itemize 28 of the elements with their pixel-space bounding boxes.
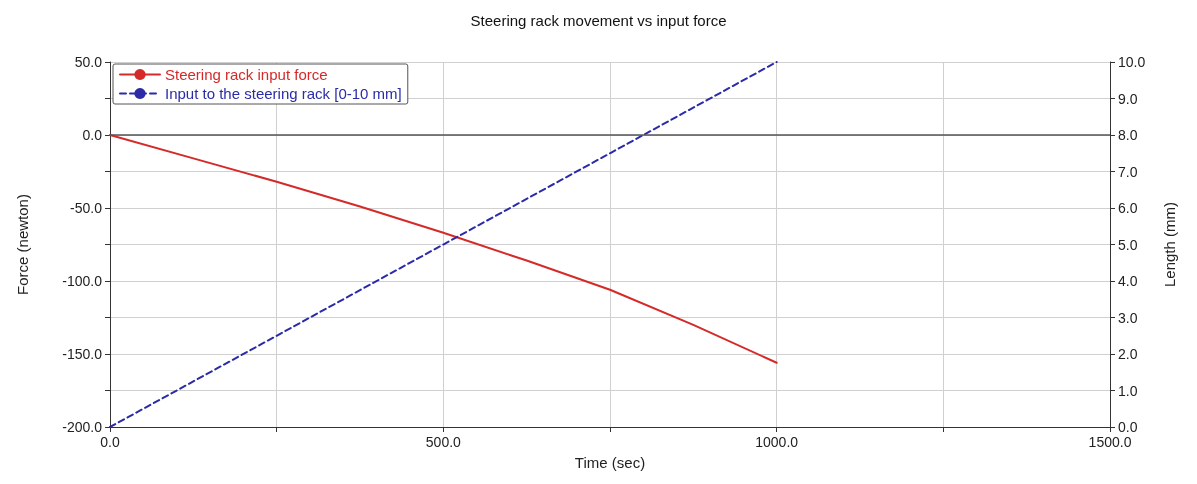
y2-tick-label: 3.0 — [1118, 309, 1138, 326]
legend-label: Input to the steering rack [0-10 mm] — [165, 85, 402, 102]
x-axis-title: Time (sec) — [574, 454, 646, 471]
y2-tick-label: 1.0 — [1118, 382, 1138, 399]
x-tick-label: 0.0 — [100, 434, 120, 450]
y-tick-label: -100.0 — [62, 273, 103, 289]
y-axis-title: Force (newton) — [14, 194, 31, 295]
y-tick-label: 0.0 — [82, 127, 103, 143]
line-series — [109, 134, 778, 364]
y2-tick-label: 6.0 — [1118, 200, 1138, 216]
y2-tick-label: 2.0 — [1118, 346, 1138, 362]
x-tick-label: 500.0 — [425, 434, 462, 450]
y-tick-label: -150.0 — [62, 346, 103, 362]
y2-tick-label: 4.0 — [1118, 273, 1138, 289]
y2-tick-label: 9.0 — [1118, 90, 1138, 107]
chart-title: Steering rack movement vs input force — [470, 12, 727, 29]
y-tick-label: 50.0 — [74, 54, 103, 70]
legend-label: Steering rack input force — [165, 66, 328, 83]
y2-tick-label: 0.0 — [1118, 419, 1138, 435]
y2-tick-label: 10.0 — [1118, 54, 1146, 70]
y-tick-label: -200.0 — [62, 419, 103, 435]
y2-tick-label: 8.0 — [1118, 127, 1138, 143]
y2-axis-title: Length (mm) — [1161, 201, 1178, 288]
y-tick-label: -50.0 — [70, 200, 103, 216]
y2-tick-label: 7.0 — [1118, 163, 1138, 180]
x-tick-label: 1000.0 — [755, 434, 799, 450]
x-tick-label: 1500.0 — [1088, 434, 1132, 450]
y2-tick-label: 5.0 — [1118, 236, 1138, 253]
